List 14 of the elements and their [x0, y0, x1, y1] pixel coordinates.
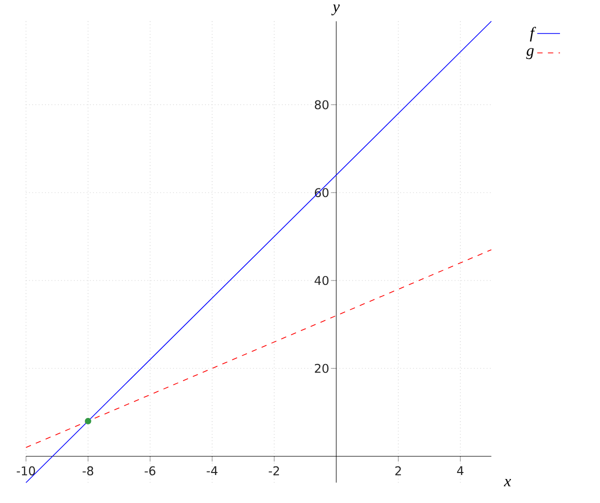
- x-tick-label: 4: [457, 466, 464, 476]
- x-tick-label: -10: [16, 466, 36, 476]
- y-tick-label: 40: [314, 276, 328, 286]
- y-tick-label: 20: [314, 364, 328, 374]
- x-tick-label: -8: [82, 466, 94, 476]
- x-tick-label: -4: [206, 466, 218, 476]
- y-tick-label: 80: [314, 100, 328, 110]
- x-tick-label: -6: [144, 466, 156, 476]
- y-axis-title: y: [331, 4, 340, 16]
- x-tick-label: 2: [395, 466, 401, 476]
- legend-label: f: [530, 27, 536, 42]
- x-axis-title: x: [504, 479, 512, 486]
- legend-label: g: [526, 48, 534, 60]
- x-tick-label: -2: [268, 466, 279, 476]
